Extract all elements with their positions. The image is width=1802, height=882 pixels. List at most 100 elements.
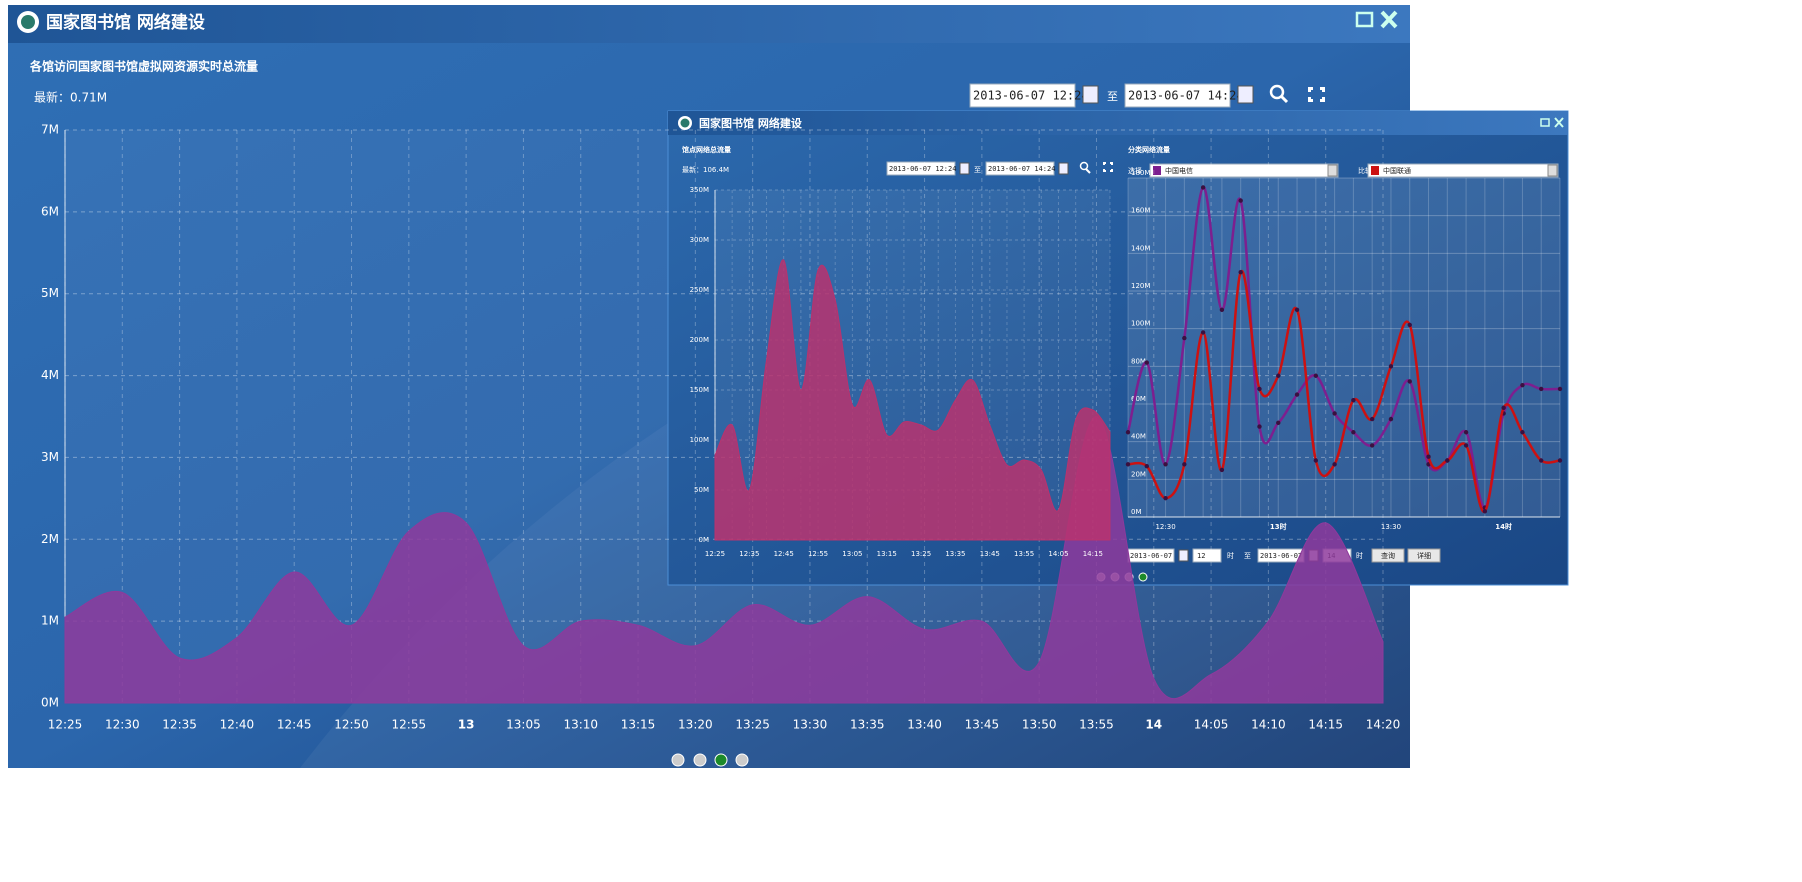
legend-label: 中国电信 [1165,166,1193,175]
dropdown-arrow[interactable] [1327,164,1338,177]
page-dot[interactable] [693,753,707,767]
separator: 至 [1244,552,1251,560]
point [1426,454,1431,459]
point [1219,307,1225,313]
hour-unit: 时 [1356,551,1363,560]
date-to-input[interactable] [985,161,1055,176]
page-dot-active[interactable] [714,753,728,767]
x-tick-label: 13:30 [793,718,828,732]
y-tick-label: 7M [41,123,59,137]
maximize-button[interactable] [1540,118,1550,127]
legend-swatch [1153,166,1161,175]
point [1313,458,1319,463]
search-button[interactable] [1079,161,1091,174]
x-tick-label: 13:40 [907,718,942,732]
x-tick-label: 14:20 [1366,718,1401,732]
left-latest: 最新：106.4M [682,165,729,174]
compare-select[interactable] [1367,163,1559,178]
y-tick-label: 160M [1131,207,1150,215]
point [1351,430,1356,435]
page-dot[interactable] [671,753,685,767]
calendar-button[interactable] [1237,85,1254,104]
calendar-button[interactable] [1058,162,1069,175]
x-tick-label: 13:25 [735,718,770,732]
point [1276,420,1281,426]
date-from: 2013-06-07 12:24 [889,165,956,173]
right-chart-title: 分类网络流量 [1128,145,1170,154]
point [1388,416,1394,422]
point [1238,269,1243,275]
y-tick-label: 140M [1131,244,1150,252]
calendar-button[interactable] [1178,549,1189,562]
maximize-button[interactable] [1355,11,1374,28]
x-tick-label: 12:30 [1155,523,1175,531]
point [1407,322,1412,328]
date-from-input[interactable] [969,83,1076,108]
point [1200,330,1206,335]
hour-unit: 时 [1227,551,1234,560]
date-to-input[interactable] [1124,83,1231,108]
y-tick-label: 100M [1131,320,1150,328]
legend-label: 中国联通 [1383,166,1411,175]
close-button[interactable] [1380,10,1398,29]
x-tick-label: 13:45 [965,718,1000,732]
point [1200,185,1206,190]
search-button[interactable] [1269,84,1289,104]
hour-select[interactable] [1192,548,1222,563]
logo-inner [21,15,35,29]
y-tick-label: 3M [41,450,59,464]
y-tick-label: 6M [41,204,59,218]
compare-label: 比较 [1358,166,1372,175]
fullscreen-button[interactable] [1103,162,1113,172]
point [1520,430,1525,435]
point [1163,495,1168,501]
y-tick-label: 60M [1131,395,1146,403]
y-tick-label: 250M [690,286,709,294]
point [1238,198,1243,203]
y-tick-label: 180M [1131,169,1150,177]
query-button[interactable] [1371,548,1405,563]
fullscreen-button[interactable] [1308,87,1325,102]
x-tick-label: 13:15 [877,550,897,558]
x-tick-label: 12:30 [105,718,140,732]
separator: 至 [1107,90,1118,103]
x-tick-label: 12:40 [220,718,255,732]
dropdown-arrow[interactable] [1547,164,1558,177]
point [1144,463,1149,469]
point [1294,392,1300,397]
point [1369,443,1375,448]
y-tick-label: 350M [690,186,709,194]
calendar-button[interactable] [1082,85,1099,104]
query-button-label: 查询 [1381,551,1395,560]
y-tick-label: 100M [690,436,709,444]
y-tick-label: 200M [690,336,709,344]
window-title: 国家图书馆 网络建设 [46,12,205,33]
detail-button[interactable] [1407,548,1441,563]
point [1407,379,1412,384]
point [1463,443,1469,448]
x-tick-label: 14 [1145,718,1162,732]
page-dot[interactable] [735,753,749,767]
close-button[interactable] [1554,117,1564,128]
calendar-button[interactable] [959,162,970,175]
legend-swatch [1371,166,1379,175]
x-tick-label: 13:55 [1079,718,1114,732]
date-from-input[interactable] [886,161,956,176]
x-tick-label: 13:30 [1381,523,1401,531]
x-tick-label: 14:05 [1048,550,1068,558]
page-dot-active[interactable] [1138,572,1148,582]
y-tick-label: 40M [1131,433,1146,441]
x-tick-label: 13:35 [945,550,965,558]
x-tick-label: 13:35 [850,718,885,732]
left-chart-title: 馆点网络总流量 [682,145,731,154]
y-tick-label: 5M [41,286,59,300]
x-tick-label: 13:45 [980,550,1000,558]
point [1276,373,1281,378]
point [1163,462,1168,467]
point [1332,411,1337,416]
series-select[interactable] [1149,163,1339,178]
point [1144,360,1149,365]
point [1557,458,1563,463]
